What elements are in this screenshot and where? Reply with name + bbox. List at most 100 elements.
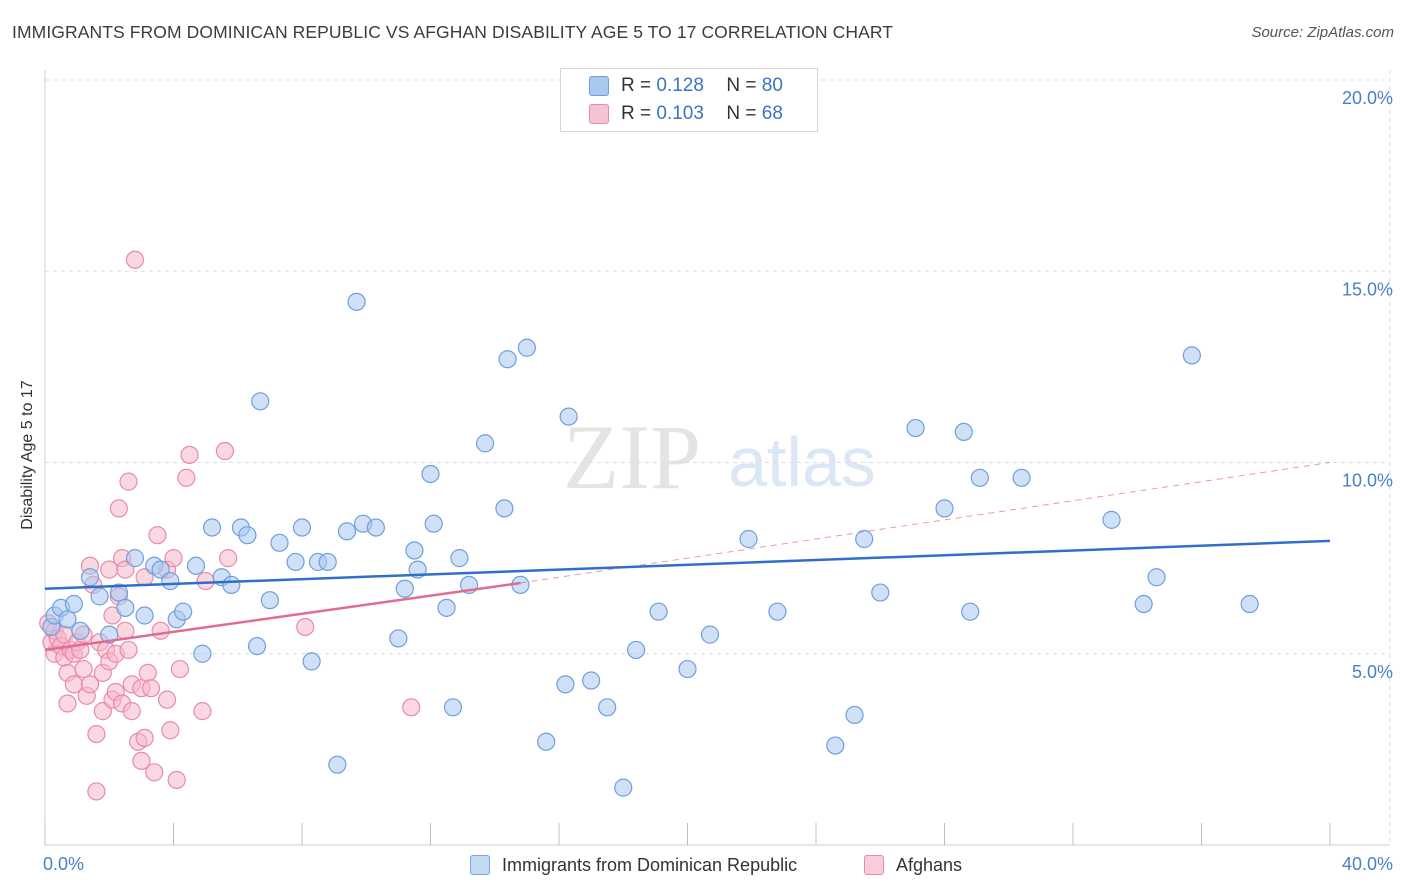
legend-r-label: R = — [621, 103, 652, 124]
point-afghan — [148, 526, 167, 545]
point-dominican — [678, 659, 697, 679]
point-dominican — [395, 579, 414, 598]
point-dominican — [247, 636, 267, 656]
point-afghan — [157, 690, 177, 709]
point-dominican — [292, 518, 312, 537]
point-dominican — [495, 499, 514, 518]
point-dominican — [614, 778, 633, 797]
point-dominican — [855, 529, 874, 549]
trend-line-afghan-extension — [520, 462, 1331, 584]
point-dominican — [421, 464, 440, 484]
point-dominican — [1102, 510, 1121, 529]
point-dominican — [424, 514, 443, 533]
point-afghan — [87, 724, 106, 744]
point-dominican — [328, 755, 347, 774]
point-dominican — [476, 434, 495, 453]
point-dominican — [598, 698, 617, 717]
point-dominican — [649, 602, 668, 621]
point-afghan — [58, 694, 77, 713]
point-dominican — [700, 625, 720, 644]
bottom-swatch-blue — [470, 855, 490, 875]
point-afghan — [170, 659, 190, 679]
point-dominican — [135, 606, 154, 625]
legend-row-dominican: R = 0.128 N = 80 — [589, 74, 783, 98]
point-dominican — [260, 591, 279, 610]
point-dominican — [450, 549, 469, 568]
source-label: Source: ZipAtlas.com — [1251, 24, 1394, 41]
point-dominican — [238, 526, 257, 545]
bottom-legend-dominican: Immigrants from Dominican Republic — [470, 852, 797, 878]
point-afghan — [196, 571, 215, 591]
point-dominican — [582, 671, 601, 690]
x-tick-label-min: 0.0% — [43, 854, 84, 874]
correlation-legend: R = 0.128 N = 80 R = 0.103 N = 68 — [560, 68, 818, 132]
point-dominican — [116, 598, 135, 617]
y-tick-label: 20.0% — [1342, 88, 1393, 108]
trend-line-afghan — [44, 581, 521, 652]
point-dominican — [222, 575, 241, 595]
point-dominican — [1147, 568, 1166, 587]
point-afghan — [74, 659, 93, 679]
point-dominican — [739, 529, 758, 549]
point-dominican — [270, 533, 289, 552]
point-afghan — [141, 679, 161, 698]
point-afghan — [296, 617, 315, 637]
point-dominican — [626, 640, 646, 660]
point-dominican — [1182, 346, 1201, 365]
point-afghan — [135, 728, 154, 748]
point-afghan — [167, 770, 186, 790]
legend-n-label: N = — [726, 103, 757, 124]
point-afghan — [80, 675, 100, 694]
point-afghan — [119, 472, 138, 491]
point-dominican — [1134, 594, 1153, 614]
point-dominican — [80, 568, 100, 587]
point-afghan — [138, 663, 157, 682]
legend-swatch-blue — [589, 76, 609, 96]
point-dominican — [58, 610, 77, 629]
point-afghan — [161, 721, 180, 740]
point-dominican — [443, 698, 463, 717]
point-afghan — [122, 702, 141, 721]
point-dominican — [186, 556, 206, 575]
point-dominican — [537, 732, 556, 751]
legend-swatch-pink — [589, 104, 609, 124]
point-afghan — [125, 250, 145, 269]
point-dominican — [405, 541, 424, 560]
point-dominican — [251, 392, 270, 411]
point-afghan — [177, 468, 196, 487]
legend-r-value: 0.103 — [656, 103, 704, 124]
point-dominican — [286, 552, 305, 572]
legend-n-label: N = — [726, 75, 757, 96]
point-dominican — [768, 602, 787, 621]
point-afghan — [145, 763, 164, 782]
point-afghan — [87, 782, 106, 801]
point-dominican — [1240, 594, 1259, 614]
axes — [44, 70, 1390, 846]
point-afghan — [215, 441, 234, 461]
point-dominican — [193, 644, 212, 663]
bottom-legend-label: Immigrants from Dominican Republic — [502, 854, 798, 875]
point-dominican — [109, 583, 128, 602]
bottom-legend-afghans: Afghans — [864, 852, 962, 878]
point-dominican — [517, 338, 536, 357]
data-points — [39, 250, 1259, 801]
point-dominican — [1012, 468, 1031, 487]
point-dominican — [366, 518, 385, 537]
point-afghan — [119, 640, 138, 660]
point-dominican — [871, 583, 890, 602]
point-dominican — [174, 602, 193, 621]
point-dominican — [826, 736, 845, 755]
point-dominican — [970, 468, 989, 487]
point-dominican — [100, 625, 119, 644]
point-afghan — [180, 445, 199, 464]
legend-row-afghans: R = 0.103 N = 68 — [589, 102, 783, 126]
point-dominican — [389, 629, 408, 648]
point-dominican — [559, 407, 578, 426]
point-afghan — [193, 702, 212, 721]
point-dominican — [906, 418, 925, 438]
legend-r-value: 0.128 — [656, 75, 704, 96]
tick-labels: 5.0% 10.0% 15.0% 20.0% 0.0% 40.0% — [43, 88, 1393, 874]
point-dominican — [498, 350, 517, 369]
point-dominican — [90, 587, 109, 606]
